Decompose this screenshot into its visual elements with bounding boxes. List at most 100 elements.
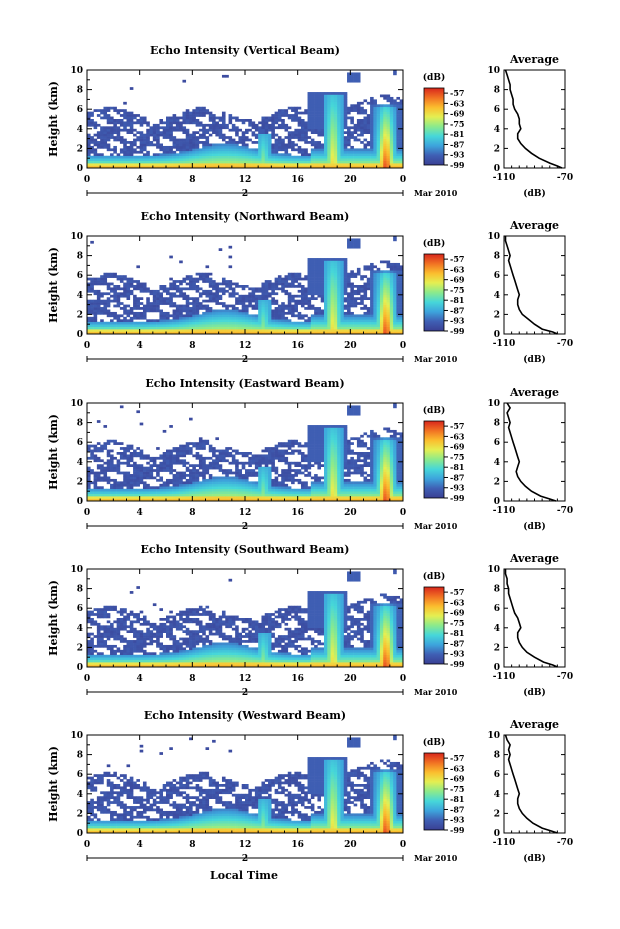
heatmap-cell: [297, 106, 302, 110]
heatmap-cell: [225, 304, 229, 308]
heatmap-cell: [337, 160, 341, 164]
heatmap-cell: [333, 141, 338, 144]
heatmap-cell: [317, 104, 322, 108]
heatmap-cell: [142, 329, 147, 332]
heatmap-cell: [333, 314, 338, 318]
heatmap-cell: [96, 486, 101, 490]
heatmap-cell: [320, 287, 325, 291]
heatmap-cell: [218, 287, 223, 291]
heatmap-cell: [215, 456, 219, 460]
heatmap-cell: [179, 309, 183, 313]
date-month-label: Mar 2010: [414, 354, 458, 364]
heatmap-cell: [119, 287, 124, 291]
heatmap-cell: [327, 285, 331, 288]
heatmap-cell: [383, 270, 387, 274]
heatmap-cell: [185, 478, 190, 482]
heatmap-cell: [126, 282, 131, 286]
heatmap-cell: [136, 158, 140, 161]
heatmap-cell: [225, 148, 229, 152]
heatmap-cell: [386, 104, 391, 108]
heatmap-cell: [156, 123, 160, 127]
heatmap-cell: [139, 285, 144, 288]
heatmap-cell: [291, 160, 295, 164]
heatmap-cell: [202, 277, 206, 281]
heatmap-cell: [258, 165, 262, 169]
heatmap-cell: [116, 302, 121, 305]
heatmap-cell: [228, 319, 233, 323]
y-axis-title: Height (km): [47, 81, 60, 157]
heatmap-cell: [261, 150, 266, 154]
heatmap-cell: [317, 319, 322, 323]
heatmap-cell: [343, 270, 348, 274]
heatmap-cell: [264, 153, 269, 157]
heatmap-cell: [139, 297, 144, 300]
heatmap-cell: [396, 319, 401, 323]
heatmap-cell: [396, 150, 401, 154]
panel-1: Echo Intensity (Vertical Beam)0246810Hei…: [47, 44, 573, 199]
heatmap-cell: [195, 138, 200, 142]
heatmap-cell: [363, 282, 368, 286]
heatmap-cell: [182, 297, 187, 300]
heatmap-cell: [261, 123, 266, 127]
heatmap-cell: [202, 145, 206, 149]
heatmap-cell: [373, 265, 377, 269]
heatmap-cell: [379, 280, 384, 283]
heatmap-cell: [320, 150, 325, 154]
heatmap-cell: [396, 133, 401, 137]
heatmap-cell: [162, 319, 167, 323]
heatmap-cell: [198, 456, 203, 460]
heatmap-cell: [333, 267, 338, 271]
heatmap-cell: [169, 150, 173, 154]
heatmap-cell: [231, 282, 236, 286]
heatmap-cell: [93, 282, 98, 286]
heatmap-cell: [169, 425, 173, 428]
heatmap-cell: [386, 311, 391, 315]
heatmap-cell: [238, 452, 243, 455]
heatmap-cell: [383, 96, 387, 100]
heatmap-cell: [218, 324, 223, 327]
heatmap-cell: [119, 119, 124, 122]
heatmap-cell: [96, 297, 101, 300]
heatmap-cell: [307, 155, 312, 159]
heatmap-cell: [192, 141, 196, 144]
heatmap-cell: [310, 96, 315, 100]
heatmap-cell: [146, 456, 150, 460]
heatmap-cell: [317, 258, 322, 261]
heatmap-cell: [337, 128, 341, 132]
heatmap-cell: [258, 148, 262, 152]
heatmap-cell: [185, 496, 190, 499]
heatmap-cell: [284, 126, 289, 130]
heatmap-cell: [212, 280, 216, 283]
heatmap-cell: [396, 292, 401, 296]
heatmap-cell: [129, 116, 134, 120]
heatmap-cell: [399, 299, 404, 303]
heatmap-cell: [208, 498, 213, 502]
heatmap-cell: [96, 155, 101, 159]
heatmap-cell: [198, 294, 203, 298]
heatmap-cell: [370, 292, 374, 296]
heatmap-cell: [100, 275, 104, 278]
heatmap-cell: [268, 160, 272, 164]
heatmap-cell: [172, 126, 177, 130]
heatmap-cell: [205, 483, 210, 487]
heatmap-cell: [96, 420, 101, 423]
heatmap-cell: [268, 148, 272, 152]
y-tick-label: 10: [70, 66, 83, 76]
heatmap-cell: [192, 304, 196, 308]
heatmap-cell: [268, 311, 272, 315]
heatmap-cell: [287, 304, 292, 308]
heatmap-cell: [271, 119, 275, 122]
heatmap-cell: [386, 121, 391, 125]
heatmap-cell: [93, 126, 98, 130]
heatmap-cell: [330, 265, 335, 269]
heatmap-cell: [238, 316, 243, 320]
heatmap-cell: [241, 160, 246, 164]
heatmap-cell: [340, 299, 345, 303]
heatmap-cell: [274, 163, 279, 166]
heatmap-cell: [314, 319, 318, 323]
heatmap-cell: [307, 282, 312, 286]
heatmap-cell: [337, 99, 341, 103]
heatmap-cell: [182, 496, 187, 499]
heatmap-cell: [218, 464, 223, 467]
heatmap-cell: [268, 141, 272, 144]
